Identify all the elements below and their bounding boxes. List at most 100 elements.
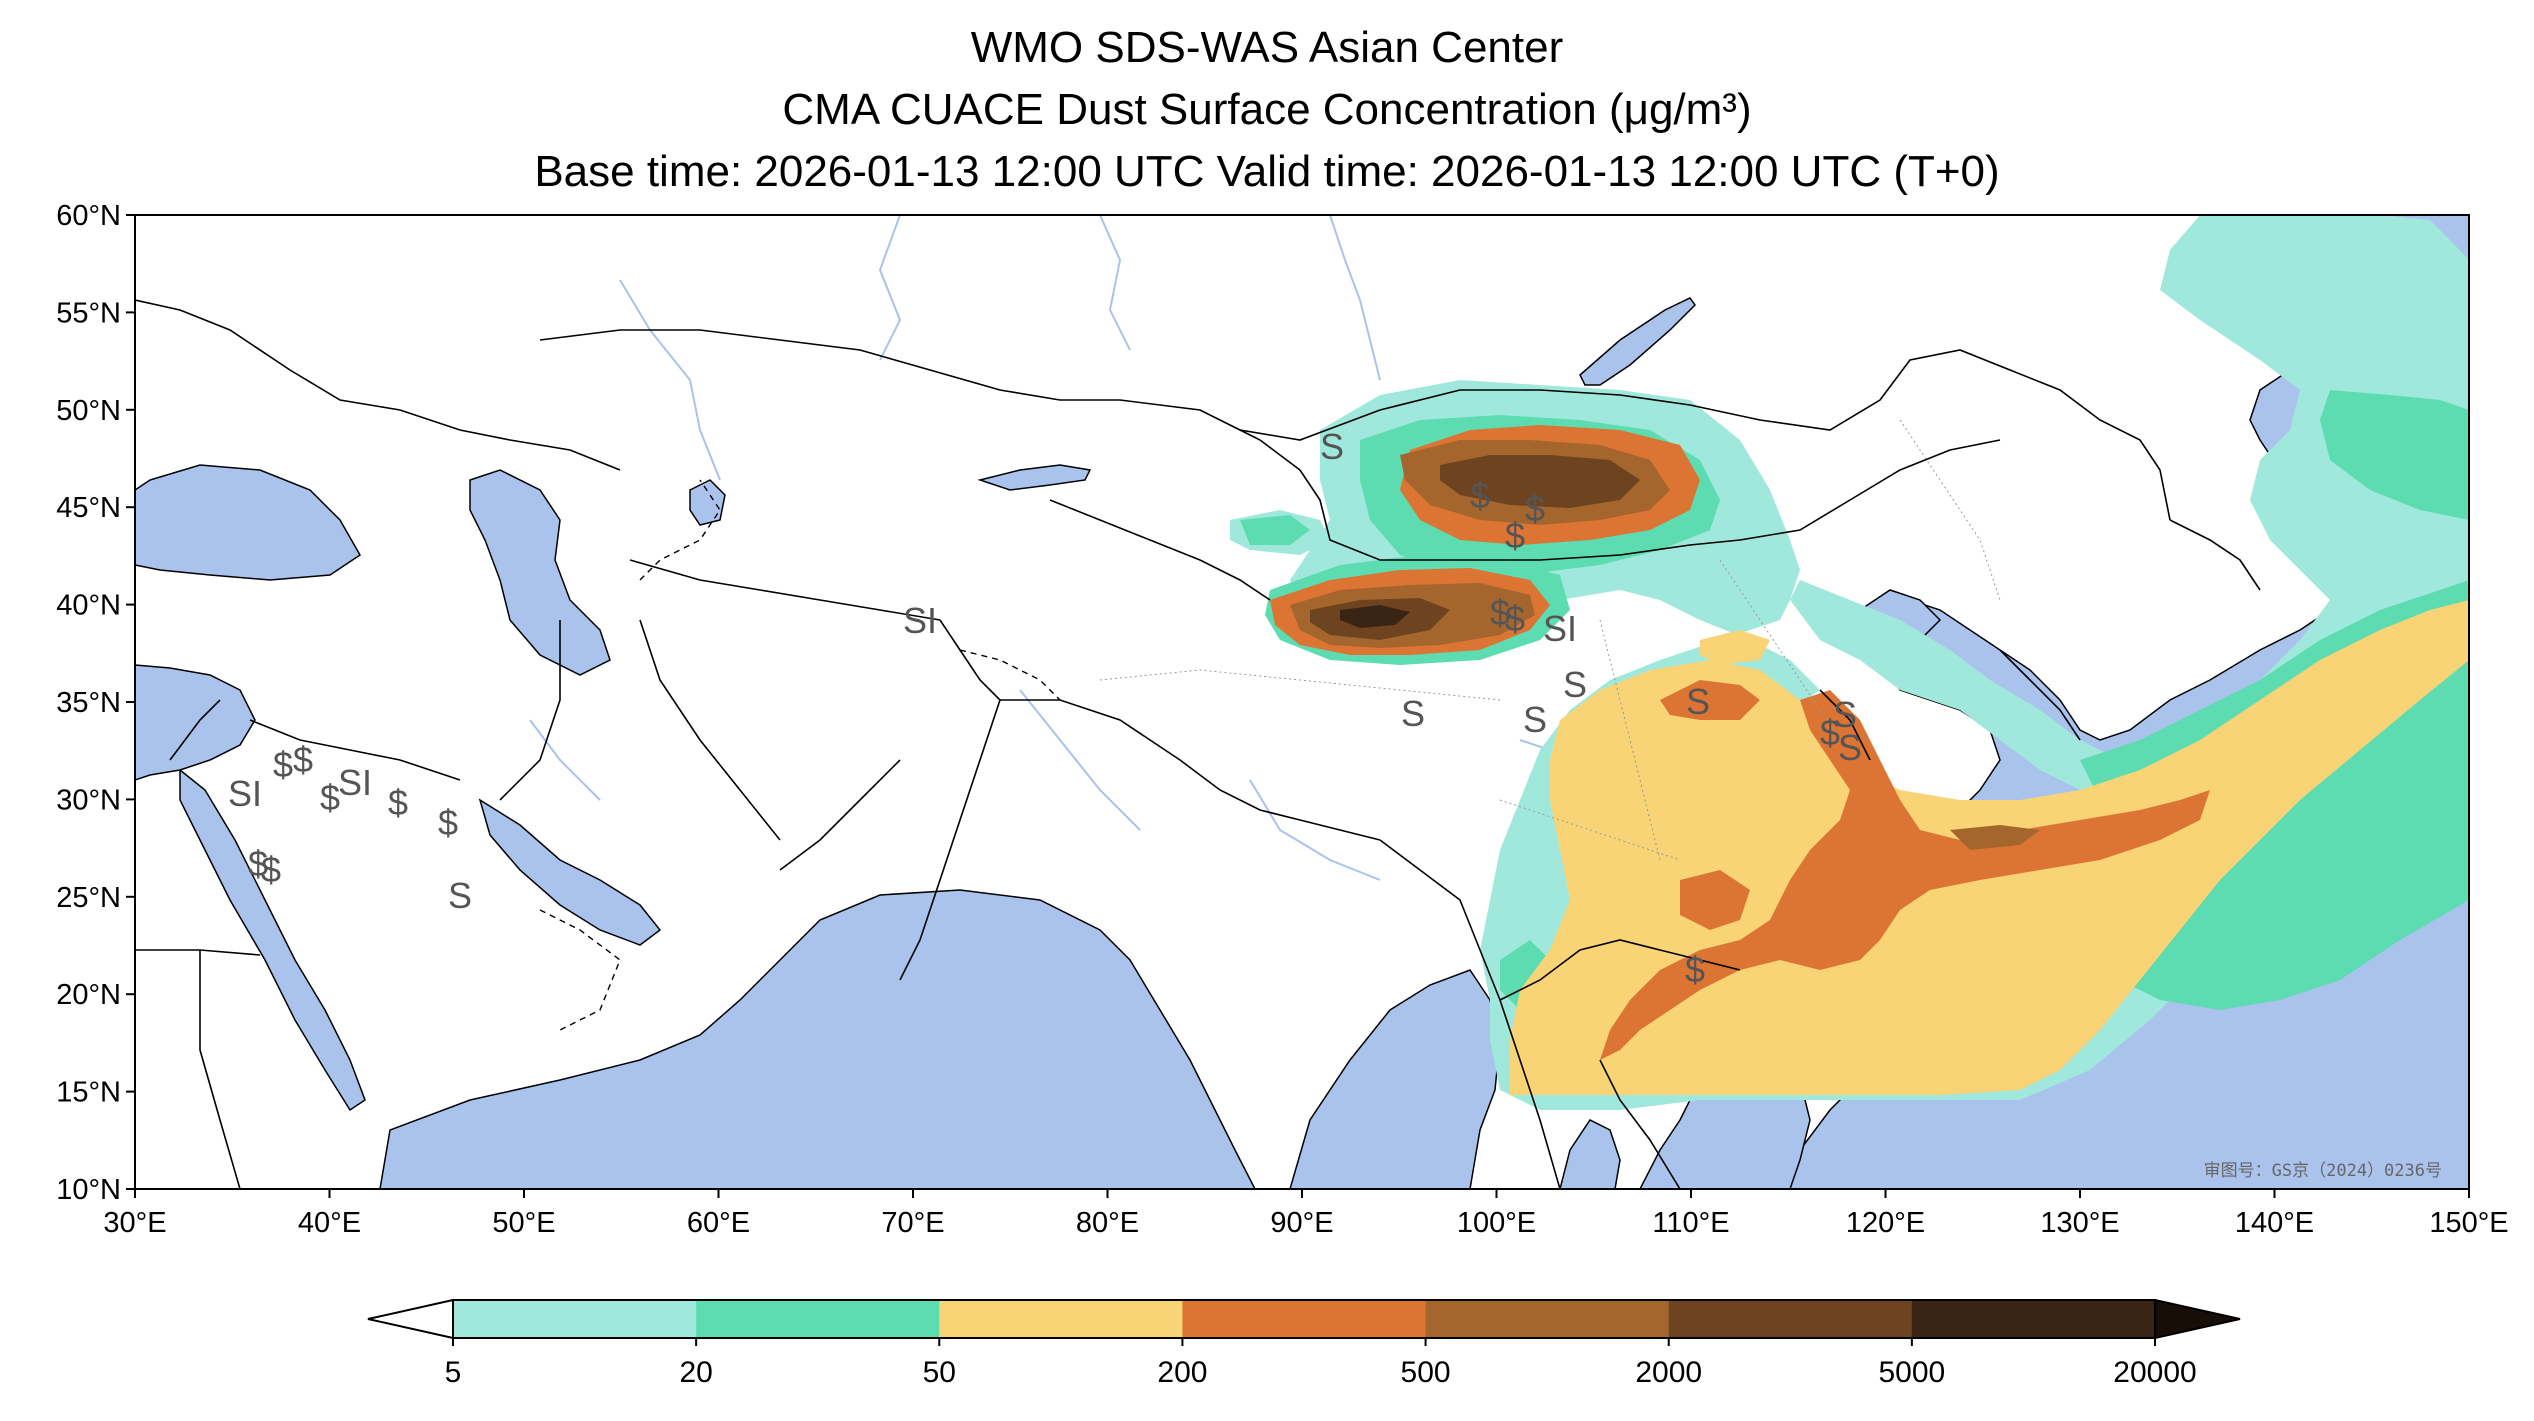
colorbar-label: 200 bbox=[1157, 1356, 1207, 1389]
map-subtitle: CMA CUACE Dust Surface Concentration (μg… bbox=[782, 85, 1752, 134]
colorbar-segment bbox=[1425, 1300, 1670, 1338]
lat-tick-label: 60°N bbox=[56, 200, 121, 232]
station-mark: $ bbox=[1490, 592, 1510, 633]
station-mark: S bbox=[1686, 681, 1710, 722]
contour-200-500-c bbox=[1680, 870, 1750, 930]
contour-200-500-b bbox=[1600, 690, 2210, 1060]
lon-tick-label: 120°E bbox=[1846, 1207, 1925, 1239]
station-mark: $ bbox=[1525, 488, 1545, 529]
colorbar-frame bbox=[452, 1299, 2156, 1339]
colorbar-segment bbox=[939, 1300, 1183, 1338]
lat-tick-label: 45°N bbox=[56, 492, 121, 524]
lat-tick-label: 20°N bbox=[56, 979, 121, 1011]
lat-tick-label: 25°N bbox=[56, 882, 121, 914]
station-mark: S bbox=[1563, 664, 1587, 705]
station-mark: $ bbox=[1685, 949, 1705, 990]
colorbar-label: 20000 bbox=[2113, 1356, 2196, 1389]
time-info: Base time: 2026-01-13 12:00 UTC Valid ti… bbox=[534, 147, 2000, 196]
colorbar-segment bbox=[1668, 1300, 1913, 1338]
longitude-axis: 30°E 40°E 50°E 60°E 70°E 80°E 90°E 100°E 110°E 12… bbox=[103, 1189, 2509, 1239]
lon-tick-label: 70°E bbox=[881, 1207, 944, 1239]
lon-tick-label: 60°E bbox=[687, 1207, 750, 1239]
contour-20-50-d bbox=[2320, 390, 2469, 520]
station-mark: $ bbox=[293, 739, 313, 780]
lat-tick-label: 10°N bbox=[56, 1174, 121, 1206]
province-borders bbox=[1099, 419, 2001, 861]
colorbar-label: 2000 bbox=[1635, 1356, 1702, 1389]
station-mark: S bbox=[1838, 727, 1862, 768]
lat-tick-label: 35°N bbox=[56, 687, 121, 719]
lon-tick-label: 130°E bbox=[2040, 1207, 2119, 1239]
lon-tick-label: 140°E bbox=[2235, 1207, 2314, 1239]
lat-tick-label: 15°N bbox=[56, 1077, 121, 1109]
lon-tick-label: 30°E bbox=[103, 1207, 166, 1239]
lat-tick-label: 40°N bbox=[56, 590, 121, 622]
lake-balkhash bbox=[977, 464, 1092, 491]
station-mark: SI bbox=[228, 773, 262, 814]
lon-tick-label: 50°E bbox=[492, 1207, 555, 1239]
disputed-borders bbox=[539, 479, 1061, 1031]
lat-tick-label: 55°N bbox=[56, 297, 121, 329]
lake-baikal bbox=[1579, 297, 1696, 386]
colorbar-max-extension bbox=[2154, 1298, 2241, 1340]
station-mark: S bbox=[1523, 699, 1547, 740]
lon-tick-label: 40°E bbox=[298, 1207, 361, 1239]
station-mark: $ bbox=[388, 782, 408, 823]
gulf-of-thailand bbox=[1559, 1119, 1621, 1189]
colorbar-segment bbox=[1182, 1300, 1427, 1338]
persian-gulf bbox=[478, 798, 662, 946]
lon-tick-label: 80°E bbox=[1076, 1207, 1139, 1239]
colorbar-label: 500 bbox=[1401, 1356, 1451, 1389]
lon-tick-label: 90°E bbox=[1270, 1207, 1333, 1239]
lat-tick-label: 30°N bbox=[56, 784, 121, 816]
colorbar-label: 5000 bbox=[1878, 1356, 1945, 1389]
lon-tick-label: 150°E bbox=[2429, 1207, 2508, 1239]
lat-tick-label: 50°N bbox=[56, 395, 121, 427]
country-borders bbox=[135, 299, 2261, 1189]
colorbar-segment bbox=[453, 1300, 697, 1338]
colorbar-segment bbox=[696, 1300, 940, 1338]
station-mark: $ bbox=[1470, 475, 1490, 516]
station-mark: $ bbox=[1505, 598, 1525, 639]
station-mark: S bbox=[448, 875, 472, 916]
dust-contours bbox=[1230, 215, 2469, 1110]
station-mark: SI bbox=[1543, 608, 1577, 649]
arabian-sea bbox=[379, 889, 1256, 1189]
station-mark: $ bbox=[1505, 515, 1525, 556]
station-mark: $ bbox=[320, 777, 340, 818]
caspian-sea bbox=[469, 469, 611, 676]
colorbar: 5 20 50 200 500 2000 5000 20000 bbox=[367, 1298, 2241, 1389]
mediterranean-sea bbox=[135, 664, 256, 781]
station-mark: S bbox=[1833, 694, 1857, 735]
lon-tick-label: 110°E bbox=[1652, 1207, 1729, 1239]
bay-of-bengal bbox=[1289, 969, 1501, 1189]
contour-2000-5000 bbox=[1440, 455, 1640, 508]
colorbar-min-extension bbox=[367, 1298, 454, 1340]
colorbar-label: 50 bbox=[923, 1356, 956, 1389]
colorbar-segment bbox=[1911, 1300, 2156, 1338]
contour-5000-20000 bbox=[1340, 605, 1410, 628]
map-approval-number: 审图号：GS京（2024）0236号 bbox=[2204, 1161, 2442, 1181]
station-mark: $ bbox=[248, 843, 268, 884]
black-sea bbox=[135, 464, 361, 581]
colorbar-label: 5 bbox=[445, 1356, 462, 1389]
contour-500-2000-c bbox=[1950, 825, 2040, 850]
lon-tick-label: 100°E bbox=[1457, 1207, 1536, 1239]
contour-200-500 bbox=[1660, 680, 1760, 720]
station-mark: S bbox=[1401, 693, 1425, 734]
station-mark: $ bbox=[438, 802, 458, 843]
station-mark: $ bbox=[261, 849, 281, 890]
station-mark: $ bbox=[1820, 712, 1840, 753]
aral-sea bbox=[689, 479, 726, 526]
latitude-axis: 60°N 55°N 50°N 45°N 40°N 35°N 30°N 25°N 20°N 15°N… bbox=[56, 200, 135, 1206]
station-mark: $ bbox=[273, 744, 293, 785]
contour-50-200-b bbox=[1700, 630, 1770, 665]
station-mark: S bbox=[1320, 426, 1344, 467]
contour-20-50-f bbox=[1240, 515, 1310, 545]
map-title: WMO SDS-WAS Asian Center bbox=[970, 23, 1564, 72]
station-mark: SI bbox=[338, 762, 372, 803]
colorbar-label: 20 bbox=[679, 1356, 712, 1389]
